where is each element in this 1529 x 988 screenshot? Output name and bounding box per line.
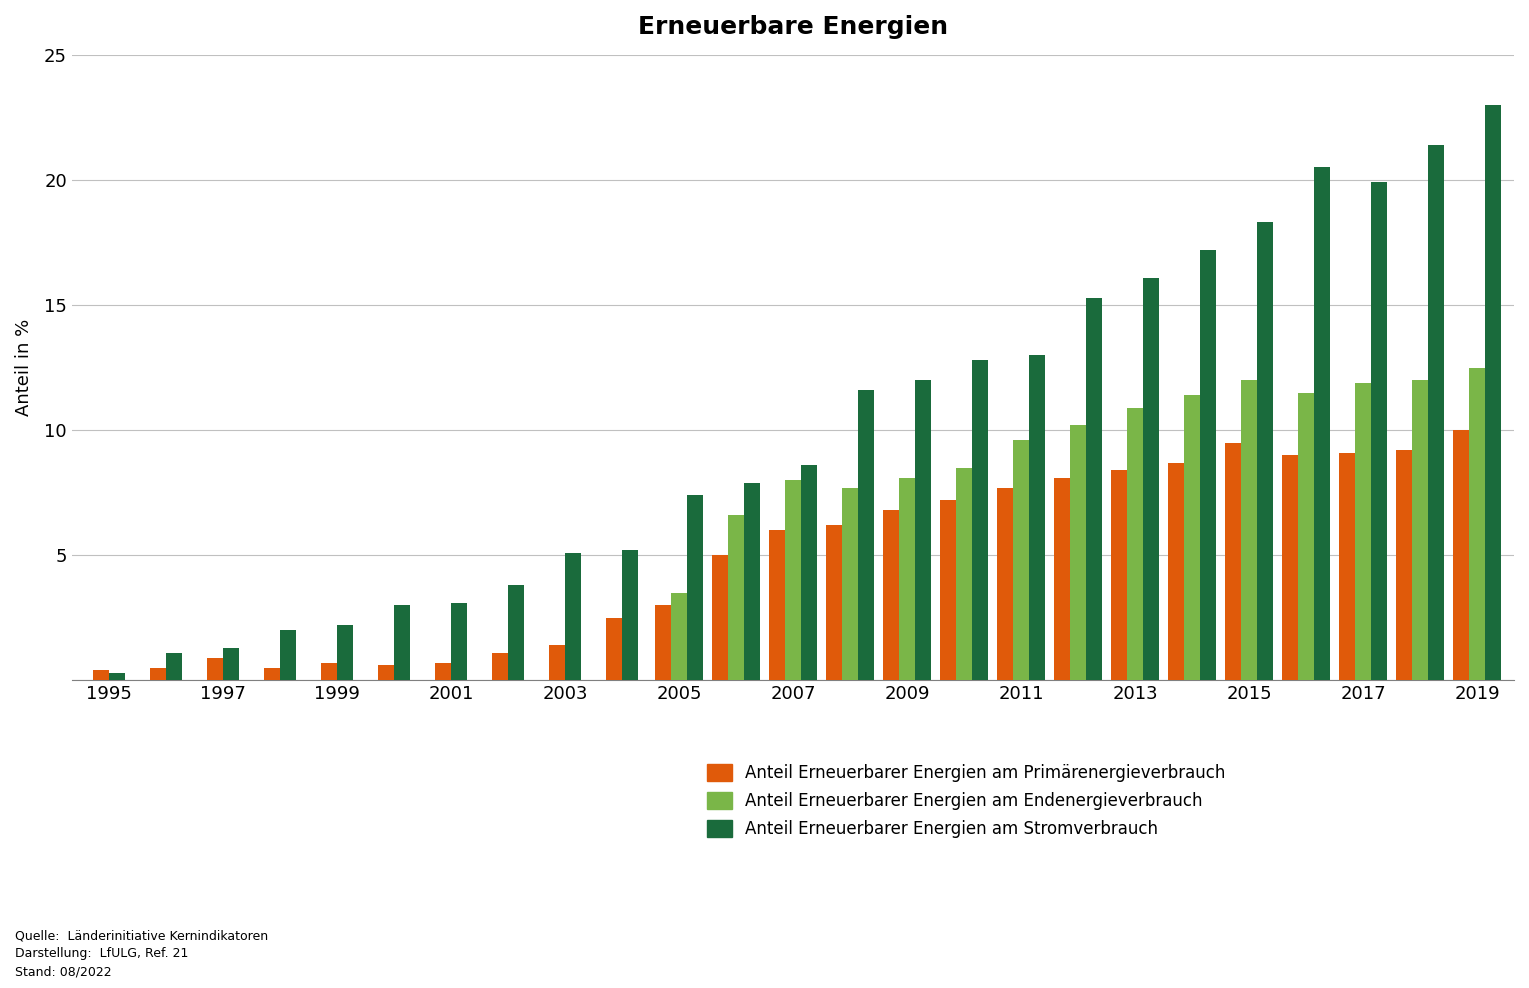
Bar bbox=[1053, 477, 1070, 681]
Bar bbox=[394, 606, 410, 681]
Bar bbox=[654, 606, 671, 681]
Bar bbox=[801, 465, 816, 681]
Bar bbox=[914, 380, 931, 681]
Bar bbox=[1298, 392, 1313, 681]
Bar bbox=[1225, 443, 1242, 681]
Text: Quelle:  Länderinitiative Kernindikatoren
Darstellung:  LfULG, Ref. 21
Stand: 08: Quelle: Länderinitiative Kernindikatoren… bbox=[15, 929, 269, 978]
Bar bbox=[605, 618, 622, 681]
Bar bbox=[1070, 425, 1086, 681]
Bar bbox=[1183, 395, 1200, 681]
Bar bbox=[93, 670, 109, 681]
Bar bbox=[280, 630, 297, 681]
Bar bbox=[549, 645, 566, 681]
Bar bbox=[109, 673, 125, 681]
Bar bbox=[1144, 278, 1159, 681]
Bar bbox=[713, 555, 728, 681]
Bar bbox=[997, 488, 1014, 681]
Bar bbox=[826, 526, 842, 681]
Bar bbox=[769, 531, 784, 681]
Bar bbox=[1453, 430, 1469, 681]
Bar bbox=[223, 648, 239, 681]
Bar bbox=[378, 665, 394, 681]
Bar bbox=[972, 360, 988, 681]
Legend: Anteil Erneuerbarer Energien am Primärenergieverbrauch, Anteil Erneuerbarer Ener: Anteil Erneuerbarer Energien am Primären… bbox=[706, 764, 1225, 838]
Bar bbox=[784, 480, 801, 681]
Bar bbox=[1339, 453, 1355, 681]
Bar bbox=[566, 552, 581, 681]
Bar bbox=[167, 653, 182, 681]
Bar bbox=[1127, 408, 1144, 681]
Bar bbox=[206, 658, 223, 681]
Bar bbox=[1086, 297, 1102, 681]
Bar bbox=[687, 495, 703, 681]
Bar bbox=[899, 477, 914, 681]
Bar bbox=[884, 510, 899, 681]
Bar bbox=[1257, 222, 1274, 681]
Bar bbox=[321, 663, 336, 681]
Bar bbox=[336, 625, 353, 681]
Bar bbox=[858, 390, 875, 681]
Bar bbox=[1014, 440, 1029, 681]
Bar bbox=[1469, 368, 1485, 681]
Bar bbox=[1372, 183, 1387, 681]
Bar bbox=[436, 663, 451, 681]
Bar bbox=[1313, 167, 1330, 681]
Bar bbox=[492, 653, 508, 681]
Bar bbox=[1029, 355, 1044, 681]
Bar bbox=[451, 603, 466, 681]
Bar bbox=[1485, 105, 1501, 681]
Bar bbox=[622, 550, 638, 681]
Bar bbox=[745, 483, 760, 681]
Bar bbox=[940, 500, 956, 681]
Bar bbox=[1411, 380, 1428, 681]
Bar bbox=[1355, 382, 1372, 681]
Bar bbox=[1168, 462, 1183, 681]
Title: Erneuerbare Energien: Erneuerbare Energien bbox=[638, 15, 948, 39]
Bar bbox=[1242, 380, 1257, 681]
Bar bbox=[1200, 250, 1216, 681]
Bar bbox=[1428, 145, 1443, 681]
Bar bbox=[842, 488, 858, 681]
Bar bbox=[150, 668, 167, 681]
Bar bbox=[728, 515, 745, 681]
Bar bbox=[1112, 470, 1127, 681]
Bar bbox=[956, 467, 972, 681]
Bar bbox=[671, 593, 687, 681]
Bar bbox=[265, 668, 280, 681]
Bar bbox=[1396, 451, 1411, 681]
Y-axis label: Anteil in %: Anteil in % bbox=[15, 319, 34, 416]
Bar bbox=[508, 585, 524, 681]
Bar bbox=[1281, 455, 1298, 681]
